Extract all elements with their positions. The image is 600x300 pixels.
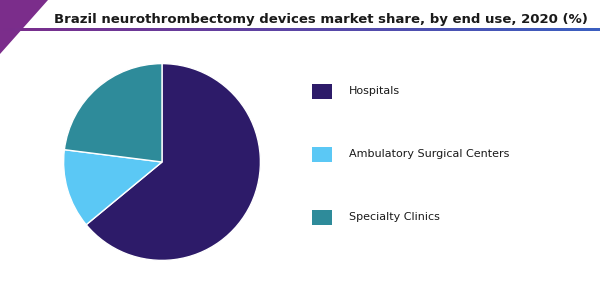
Wedge shape (64, 150, 162, 225)
Wedge shape (64, 64, 162, 162)
Wedge shape (86, 64, 260, 260)
Text: Specialty Clinics: Specialty Clinics (349, 212, 440, 222)
FancyBboxPatch shape (312, 84, 332, 98)
Text: Hospitals: Hospitals (349, 86, 400, 96)
FancyBboxPatch shape (312, 210, 332, 224)
Text: Ambulatory Surgical Centers: Ambulatory Surgical Centers (349, 149, 509, 159)
FancyBboxPatch shape (312, 147, 332, 161)
Text: Brazil neurothrombectomy devices market share, by end use, 2020 (%): Brazil neurothrombectomy devices market … (54, 13, 588, 26)
Polygon shape (0, 0, 48, 54)
